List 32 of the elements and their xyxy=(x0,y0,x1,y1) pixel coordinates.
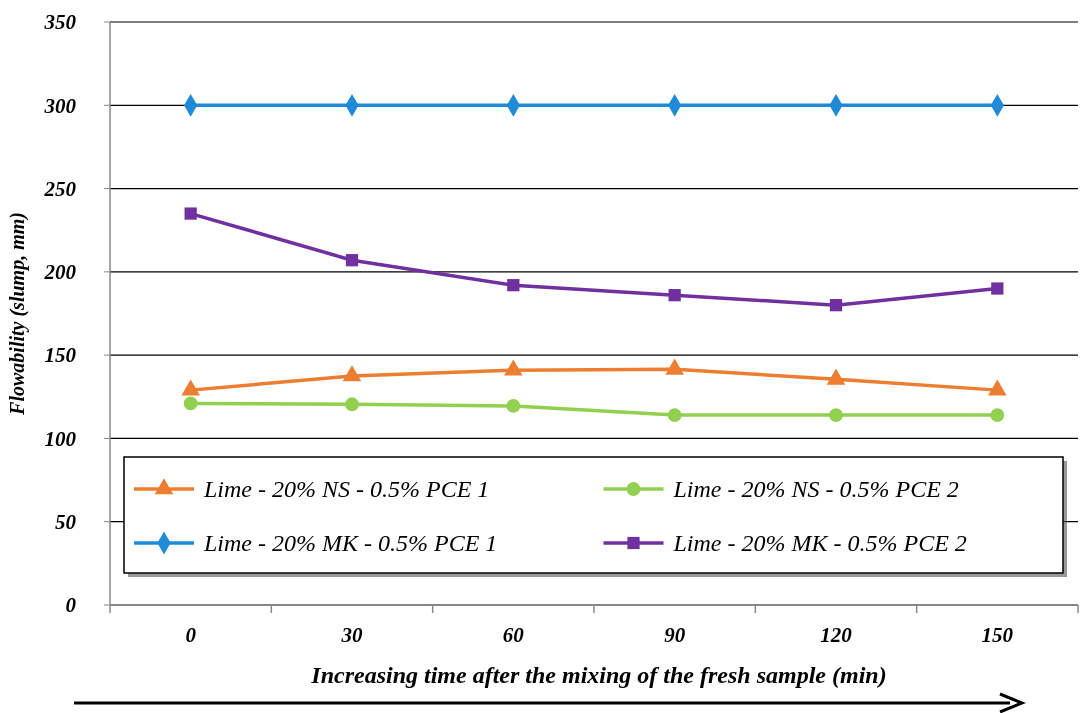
point xyxy=(829,408,843,422)
point xyxy=(506,399,521,413)
point xyxy=(345,254,359,267)
legend-label: Lime - 20% NS - 0.5% PCE 1 xyxy=(203,476,490,502)
x-tick-label: 150 xyxy=(981,623,1014,647)
point xyxy=(829,299,843,312)
y-tick-label: 200 xyxy=(43,260,77,285)
point xyxy=(183,396,198,411)
x-tick-label: 30 xyxy=(340,623,363,647)
point xyxy=(507,279,520,292)
point xyxy=(184,207,197,220)
y-tick-label: 300 xyxy=(43,93,77,118)
y-tick-label: 100 xyxy=(44,426,77,451)
y-tick-label: 150 xyxy=(44,343,77,368)
point xyxy=(991,282,1004,295)
point xyxy=(667,408,682,422)
x-tick-label: 0 xyxy=(185,623,197,647)
x-axis-title: Increasing time after the mixing of the fresh sample (min) xyxy=(310,662,887,688)
point xyxy=(668,289,681,302)
y-tick-label: 50 xyxy=(55,510,77,535)
x-tick-label: 90 xyxy=(664,623,686,647)
legend-label: Lime - 20% MK - 0.5% PCE 1 xyxy=(203,530,498,556)
y-tick-label: 0 xyxy=(65,593,77,618)
point xyxy=(345,397,359,412)
x-tick-label: 60 xyxy=(502,623,525,647)
y-tick-label: 250 xyxy=(43,176,77,201)
y-axis-title: Flowability (slump, mm) xyxy=(6,212,29,416)
point xyxy=(990,408,1005,422)
legend-label: Lime - 20% MK - 0.5% PCE 2 xyxy=(672,530,967,556)
y-tick-label: 350 xyxy=(43,10,77,35)
x-tick-label: 120 xyxy=(820,623,853,647)
legend-label: Lime - 20% NS - 0.5% PCE 2 xyxy=(672,476,959,502)
